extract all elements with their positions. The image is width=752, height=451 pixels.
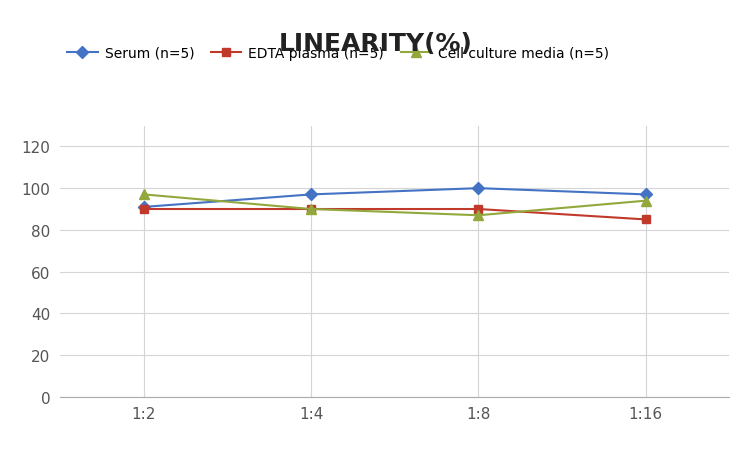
Serum (n=5) (139, 205, 148, 210)
Line: Cell culture media (n=5): Cell culture media (n=5) (139, 190, 650, 221)
Text: LINEARITY(%): LINEARITY(%) (279, 32, 473, 55)
Line: EDTA plasma (n=5): EDTA plasma (n=5) (140, 205, 650, 224)
Legend: Serum (n=5), EDTA plasma (n=5), Cell culture media (n=5): Serum (n=5), EDTA plasma (n=5), Cell cul… (67, 46, 609, 60)
Serum (n=5) (307, 192, 316, 198)
Cell culture media (n=5) (641, 198, 650, 204)
Serum (n=5) (641, 192, 650, 198)
Line: Serum (n=5): Serum (n=5) (140, 184, 650, 212)
Cell culture media (n=5) (307, 207, 316, 212)
Cell culture media (n=5) (474, 213, 483, 218)
EDTA plasma (n=5) (474, 207, 483, 212)
EDTA plasma (n=5) (641, 217, 650, 223)
Serum (n=5) (474, 186, 483, 191)
Cell culture media (n=5) (139, 192, 148, 198)
EDTA plasma (n=5) (139, 207, 148, 212)
EDTA plasma (n=5) (307, 207, 316, 212)
